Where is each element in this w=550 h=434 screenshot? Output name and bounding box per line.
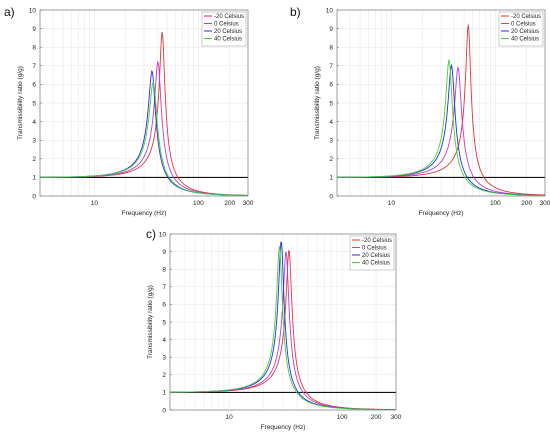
legend-label: 40 Celsius: [214, 37, 242, 43]
chart-panel: b) 0 1 2 3 4 5 6 7 8 9 10 10 100 200 300 Frequency (Hz) T…: [290, 5, 550, 217]
plot-frame: [169, 233, 397, 411]
x-tick-label: 100: [337, 414, 348, 421]
legend-label: 40 Celsius: [362, 261, 390, 267]
panel-label: b): [290, 5, 301, 19]
legend-label: 0 Celsius: [511, 22, 536, 28]
x-tick-label: 10: [388, 200, 396, 207]
legend-label: 0 Celsius: [214, 22, 239, 28]
x-tick-label: 200: [224, 200, 235, 207]
y-tick-label: 9: [162, 249, 166, 256]
legend-label: -20 Celsius: [214, 14, 244, 20]
y-tick-label: 3: [162, 355, 166, 362]
y-tick-label: 0: [32, 193, 36, 200]
series-line: [337, 59, 545, 196]
y-tick-label: 6: [329, 82, 333, 89]
legend-label: 20 Celsius: [362, 253, 390, 259]
y-tick-label: 4: [329, 119, 333, 126]
y-tick-label: 10: [29, 7, 37, 14]
y-tick-label: 10: [326, 7, 334, 14]
legend-label: -20 Celsius: [362, 238, 392, 244]
legend: [349, 235, 395, 271]
y-tick-label: 1: [162, 390, 166, 397]
y-tick-label: 1: [32, 175, 36, 182]
x-axis-title: Frequency (Hz): [261, 424, 306, 431]
y-tick-label: 2: [162, 372, 166, 379]
x-tick-label: 300: [391, 414, 402, 421]
y-axis-title: Transmissibility ratio (g/g): [147, 285, 154, 359]
x-tick-label: 10: [225, 414, 233, 421]
x-tick-label: 300: [243, 200, 254, 207]
legend-label: 20 Celsius: [511, 29, 539, 35]
y-tick-label: 0: [162, 407, 166, 414]
y-tick-label: 5: [329, 100, 333, 107]
y-axis-title: Transmissibility ratio (g/g): [17, 66, 24, 140]
panel-label: a): [4, 5, 15, 19]
x-axis-title: Frequency (Hz): [419, 210, 464, 217]
y-tick-label: 8: [329, 45, 333, 52]
plot-frame: [336, 9, 546, 197]
legend: [201, 11, 247, 47]
y-tick-label: 8: [32, 45, 36, 52]
legend-label: 20 Celsius: [214, 29, 242, 35]
x-tick-label: 100: [193, 200, 204, 207]
x-tick-label: 300: [540, 200, 550, 207]
chart-panel: a) 0 1 2 3 4 5 6 7 8 9 10 10 100 200 300 Frequency (Hz) T…: [4, 5, 254, 217]
y-tick-label: 5: [32, 100, 36, 107]
y-tick-label: 4: [32, 119, 36, 126]
y-tick-label: 6: [162, 302, 166, 309]
y-tick-label: 7: [329, 63, 333, 70]
series-line: [40, 81, 248, 196]
y-tick-label: 9: [329, 26, 333, 33]
x-tick-label: 200: [521, 200, 532, 207]
panel-label: c): [146, 227, 156, 241]
x-tick-label: 100: [490, 200, 501, 207]
x-axis-title: Frequency (Hz): [122, 210, 167, 217]
y-tick-label: 3: [329, 138, 333, 145]
legend-label: 0 Celsius: [362, 246, 387, 252]
legend-label: -20 Celsius: [511, 14, 541, 20]
y-tick-label: 2: [32, 156, 36, 163]
y-tick-label: 6: [32, 82, 36, 89]
legend-label: 40 Celsius: [511, 37, 539, 43]
y-tick-label: 8: [162, 267, 166, 274]
series-line: [170, 246, 396, 410]
y-tick-label: 3: [32, 138, 36, 145]
y-tick-label: 5: [162, 319, 166, 326]
chart-panel: c) 0 1 2 3 4 5 6 7 8 9 10 10 100 200 300 Frequency (Hz) T…: [146, 227, 402, 431]
x-tick-label: 200: [371, 414, 382, 421]
y-tick-label: 2: [329, 156, 333, 163]
y-tick-label: 4: [162, 337, 166, 344]
plot-frame: [39, 9, 249, 197]
y-tick-label: 10: [159, 231, 167, 238]
y-tick-label: 9: [32, 26, 36, 33]
x-tick-label: 10: [91, 200, 99, 207]
y-tick-label: 7: [32, 63, 36, 70]
y-tick-label: 1: [329, 175, 333, 182]
y-tick-label: 7: [162, 284, 166, 291]
y-axis-title: Transmissibility ratio (g/g): [314, 66, 321, 140]
y-tick-label: 0: [329, 193, 333, 200]
legend: [498, 11, 544, 47]
